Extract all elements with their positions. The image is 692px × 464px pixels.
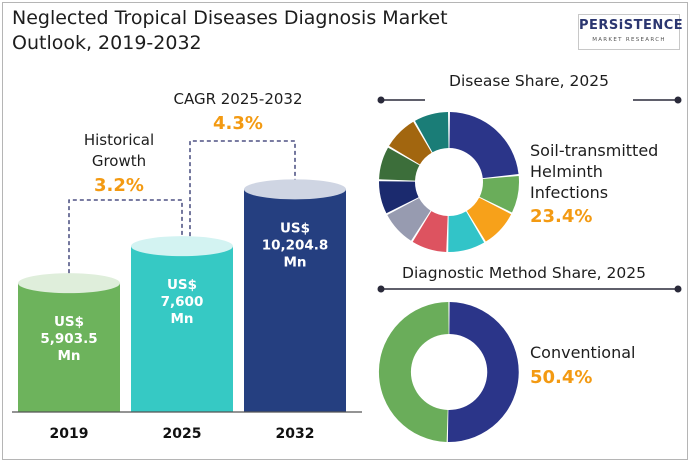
donut-slice-0 [447,302,519,442]
logo-tagline: MARKET RESEARCH [592,37,666,43]
method-highlight-label: Conventional [530,343,635,362]
page-title: Neglected Tropical Diseases Diagnosis Ma… [12,6,448,56]
bar-value-label: US$ [54,314,84,330]
bar-value-label: 7,600 [161,294,204,310]
donut-slice-2 [466,197,512,242]
bar-value-label: US$ [167,277,197,293]
bar-body [244,189,346,412]
infographic-frame [2,2,688,460]
persistence-logo: PERSiSTENCE MARKET RESEARCH [578,14,684,50]
method-share-divider-dot-right [674,285,682,293]
bar-top-cap [18,273,120,294]
bar-2032: US$10,204.8Mn 2032 [244,179,346,442]
bar-value-label: Mn [283,254,306,270]
bar-2019: US$5,903.5Mn 2019 [18,273,120,442]
disease-highlight-value: 23.4% [530,206,592,227]
disease-share-divider-dot-right [674,96,682,104]
donut-slice-8 [389,121,432,165]
donut-slice-6 [378,181,419,214]
donut-slice-0 [449,112,519,179]
historical-growth-label-1: Historical [84,131,154,149]
donut-slice-4 [412,211,448,252]
method-share-title: Diagnostic Method Share, 2025 [402,264,646,282]
bar-body [131,246,233,412]
cagr-bracket [189,140,296,237]
disease-highlight-label-3: Infections [530,183,608,202]
bar-value-label: Mn [170,311,193,327]
donut-slice-1 [479,175,520,213]
method-share-donut [378,302,519,442]
donut-slice-3 [448,211,485,253]
cagr-label: CAGR 2025-2032 [173,90,302,108]
bar-value-label: US$ [280,220,310,236]
bar-top-cap [244,179,346,200]
bar-value-label: 5,903.5 [40,331,97,347]
disease-share-title: Disease Share, 2025 [449,72,609,90]
growth-annotations: Historical Growth 3.2% CAGR 2025-2032 4.3% [68,90,303,274]
disease-share-divider-dot-left [377,96,385,104]
bar-value-label: Mn [57,348,80,364]
bar-category-label: 2032 [276,426,315,442]
disease-highlight-label-2: Helminth [530,162,603,181]
bar-top-cap [131,236,233,257]
donut-slice-1 [378,302,449,442]
bar-category-label: 2019 [50,426,89,442]
historical-growth-value: 3.2% [94,175,144,196]
disease-share-donut [378,112,520,253]
donut-slice-9 [414,112,449,153]
bar-body [18,283,120,412]
logo-brand: PERSiSTENCE [579,18,684,33]
title-line-1: Neglected Tropical Diseases Diagnosis Ma… [12,7,448,29]
cagr-value: 4.3% [213,113,263,134]
disease-highlight-label-1: Soil-transmitted [530,141,658,160]
method-share-divider-dot-left [377,285,385,293]
donut-slice-7 [379,147,420,181]
bar-category-label: 2025 [163,426,202,442]
method-highlight-value: 50.4% [530,367,592,388]
bar-value-label: 10,204.8 [262,237,329,253]
historical-growth-label-2: Growth [92,152,146,170]
bar-chart: US$5,903.5Mn2019US$7,600Mn2025US$10,204.… [12,179,362,442]
donut-slice-5 [387,198,431,241]
historical-growth-bracket [68,199,183,274]
title-line-2: Outlook, 2019-2032 [12,32,202,54]
